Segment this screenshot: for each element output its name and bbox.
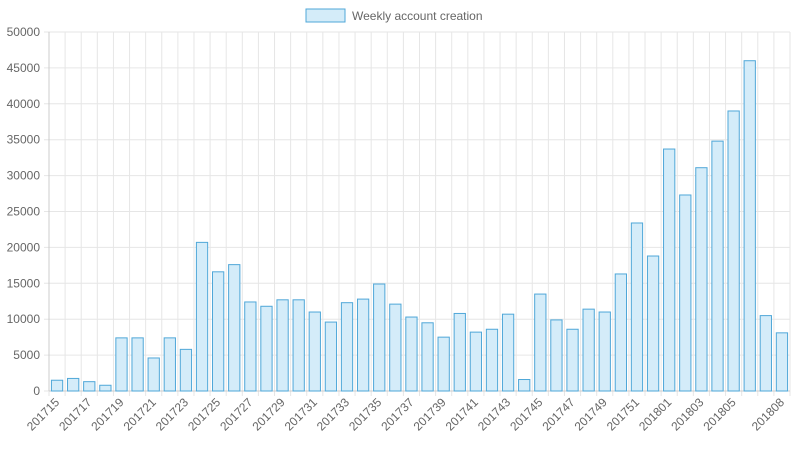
bar-201751[interactable] <box>630 222 644 392</box>
bar-201734[interactable] <box>356 298 370 392</box>
bar-201741[interactable] <box>469 331 483 392</box>
y-tick-label: 25000 <box>7 205 41 219</box>
bar-201722[interactable] <box>163 337 176 392</box>
bar-201736[interactable] <box>389 303 402 392</box>
bar-201743[interactable] <box>501 313 515 392</box>
x-tick-label: 201723 <box>153 395 191 433</box>
y-tick-label: 30000 <box>7 169 41 183</box>
bar-201805[interactable] <box>727 110 740 392</box>
bar-201721[interactable] <box>147 357 160 392</box>
bar-201735[interactable] <box>373 283 386 392</box>
bar-201737[interactable] <box>405 316 418 392</box>
bar-201717[interactable] <box>83 381 96 392</box>
y-tick-label: 5000 <box>13 348 40 362</box>
bar-201745[interactable] <box>534 293 547 392</box>
bar-201804[interactable] <box>711 140 724 392</box>
bar-201740[interactable] <box>453 312 466 392</box>
x-tick-label: 201808 <box>749 395 787 433</box>
bar-201750[interactable] <box>614 273 627 392</box>
x-tick-label: 201751 <box>604 395 642 433</box>
bar-201802[interactable] <box>679 194 692 392</box>
x-tick-label: 201747 <box>539 395 577 433</box>
x-tick-label: 201737 <box>378 395 416 433</box>
bar-201807[interactable] <box>759 315 772 392</box>
legend[interactable]: Weekly account creation <box>305 8 483 23</box>
bar-201744[interactable] <box>518 379 531 392</box>
bars <box>50 60 789 392</box>
bar-201726[interactable] <box>228 264 241 392</box>
bar-201715[interactable] <box>50 379 64 392</box>
x-tick-label: 201719 <box>88 395 126 433</box>
bar-201803[interactable] <box>695 167 708 392</box>
x-tick-label: 201725 <box>185 395 223 433</box>
x-tick-label: 201721 <box>121 395 159 433</box>
bar-201731[interactable] <box>308 311 321 392</box>
bar-201747[interactable] <box>566 328 579 392</box>
y-tick-label: 50000 <box>7 25 41 39</box>
legend-label: Weekly account creation <box>352 9 483 23</box>
x-tick-label: 201739 <box>411 395 449 433</box>
y-tick-label: 0 <box>33 384 40 398</box>
y-tick-label: 35000 <box>7 133 41 147</box>
x-tick-label: 201803 <box>668 395 706 433</box>
bar-201728[interactable] <box>260 305 273 392</box>
x-tick-label: 201727 <box>217 395 255 433</box>
bar-201723[interactable] <box>179 348 193 392</box>
x-tick-label: 201731 <box>282 395 320 433</box>
x-tick-label: 201749 <box>572 395 610 433</box>
bar-201733[interactable] <box>340 302 354 392</box>
x-tick-label: 201805 <box>701 395 739 433</box>
bar-201718[interactable] <box>99 384 112 392</box>
bar-201720[interactable] <box>131 337 144 392</box>
y-tick-label: 10000 <box>7 312 41 326</box>
bar-201729[interactable] <box>276 299 289 392</box>
x-tick-label: 201801 <box>636 395 674 433</box>
bar-201716[interactable] <box>67 377 80 392</box>
y-tick-label: 45000 <box>7 61 41 75</box>
x-axis: 2017152017172017192017212017232017252017… <box>24 395 787 433</box>
bar-201738[interactable] <box>421 322 434 392</box>
x-tick-label: 201743 <box>475 395 513 433</box>
y-tick-label: 40000 <box>7 97 41 111</box>
bar-201724[interactable] <box>195 241 209 392</box>
bar-201742[interactable] <box>485 328 499 392</box>
bar-201732[interactable] <box>324 321 338 392</box>
bar-201725[interactable] <box>212 271 225 392</box>
y-tick-label: 15000 <box>7 276 41 290</box>
bar-201739[interactable] <box>437 336 450 392</box>
bar-201727[interactable] <box>244 301 257 392</box>
bar-201730[interactable] <box>292 299 305 392</box>
bar-201752[interactable] <box>646 255 660 392</box>
x-tick-label: 201717 <box>56 395 94 433</box>
x-tick-label: 201745 <box>507 395 545 433</box>
grid <box>44 31 791 396</box>
bar-201746[interactable] <box>550 319 563 392</box>
y-axis: 0 5000 10000 15000 20000 25000 30000 35000 40000… <box>7 25 41 398</box>
bar-201808[interactable] <box>775 332 789 392</box>
bar-201748[interactable] <box>582 308 595 392</box>
bar-201749[interactable] <box>598 311 611 392</box>
y-tick-label: 20000 <box>7 240 41 254</box>
x-tick-label: 201715 <box>24 395 62 433</box>
x-tick-label: 201729 <box>249 395 287 433</box>
bar-201801[interactable] <box>663 148 676 392</box>
x-tick-label: 201735 <box>346 395 384 433</box>
x-tick-label: 201741 <box>443 395 481 433</box>
x-tick-label: 201733 <box>314 395 352 433</box>
bar-201806[interactable] <box>743 60 756 392</box>
bar-201719[interactable] <box>115 337 128 392</box>
legend-swatch <box>305 8 346 23</box>
